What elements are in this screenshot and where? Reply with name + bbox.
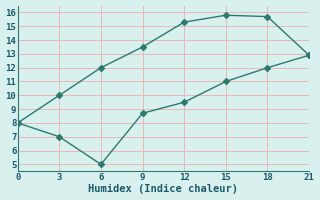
X-axis label: Humidex (Indice chaleur): Humidex (Indice chaleur) — [88, 184, 238, 194]
